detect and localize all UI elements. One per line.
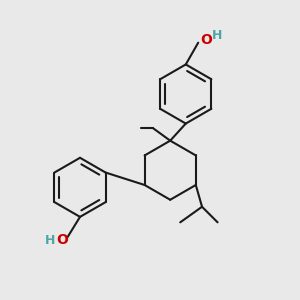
Text: H: H <box>45 234 56 247</box>
Text: O: O <box>200 33 212 47</box>
Text: O: O <box>56 233 68 247</box>
Text: H: H <box>212 29 223 42</box>
